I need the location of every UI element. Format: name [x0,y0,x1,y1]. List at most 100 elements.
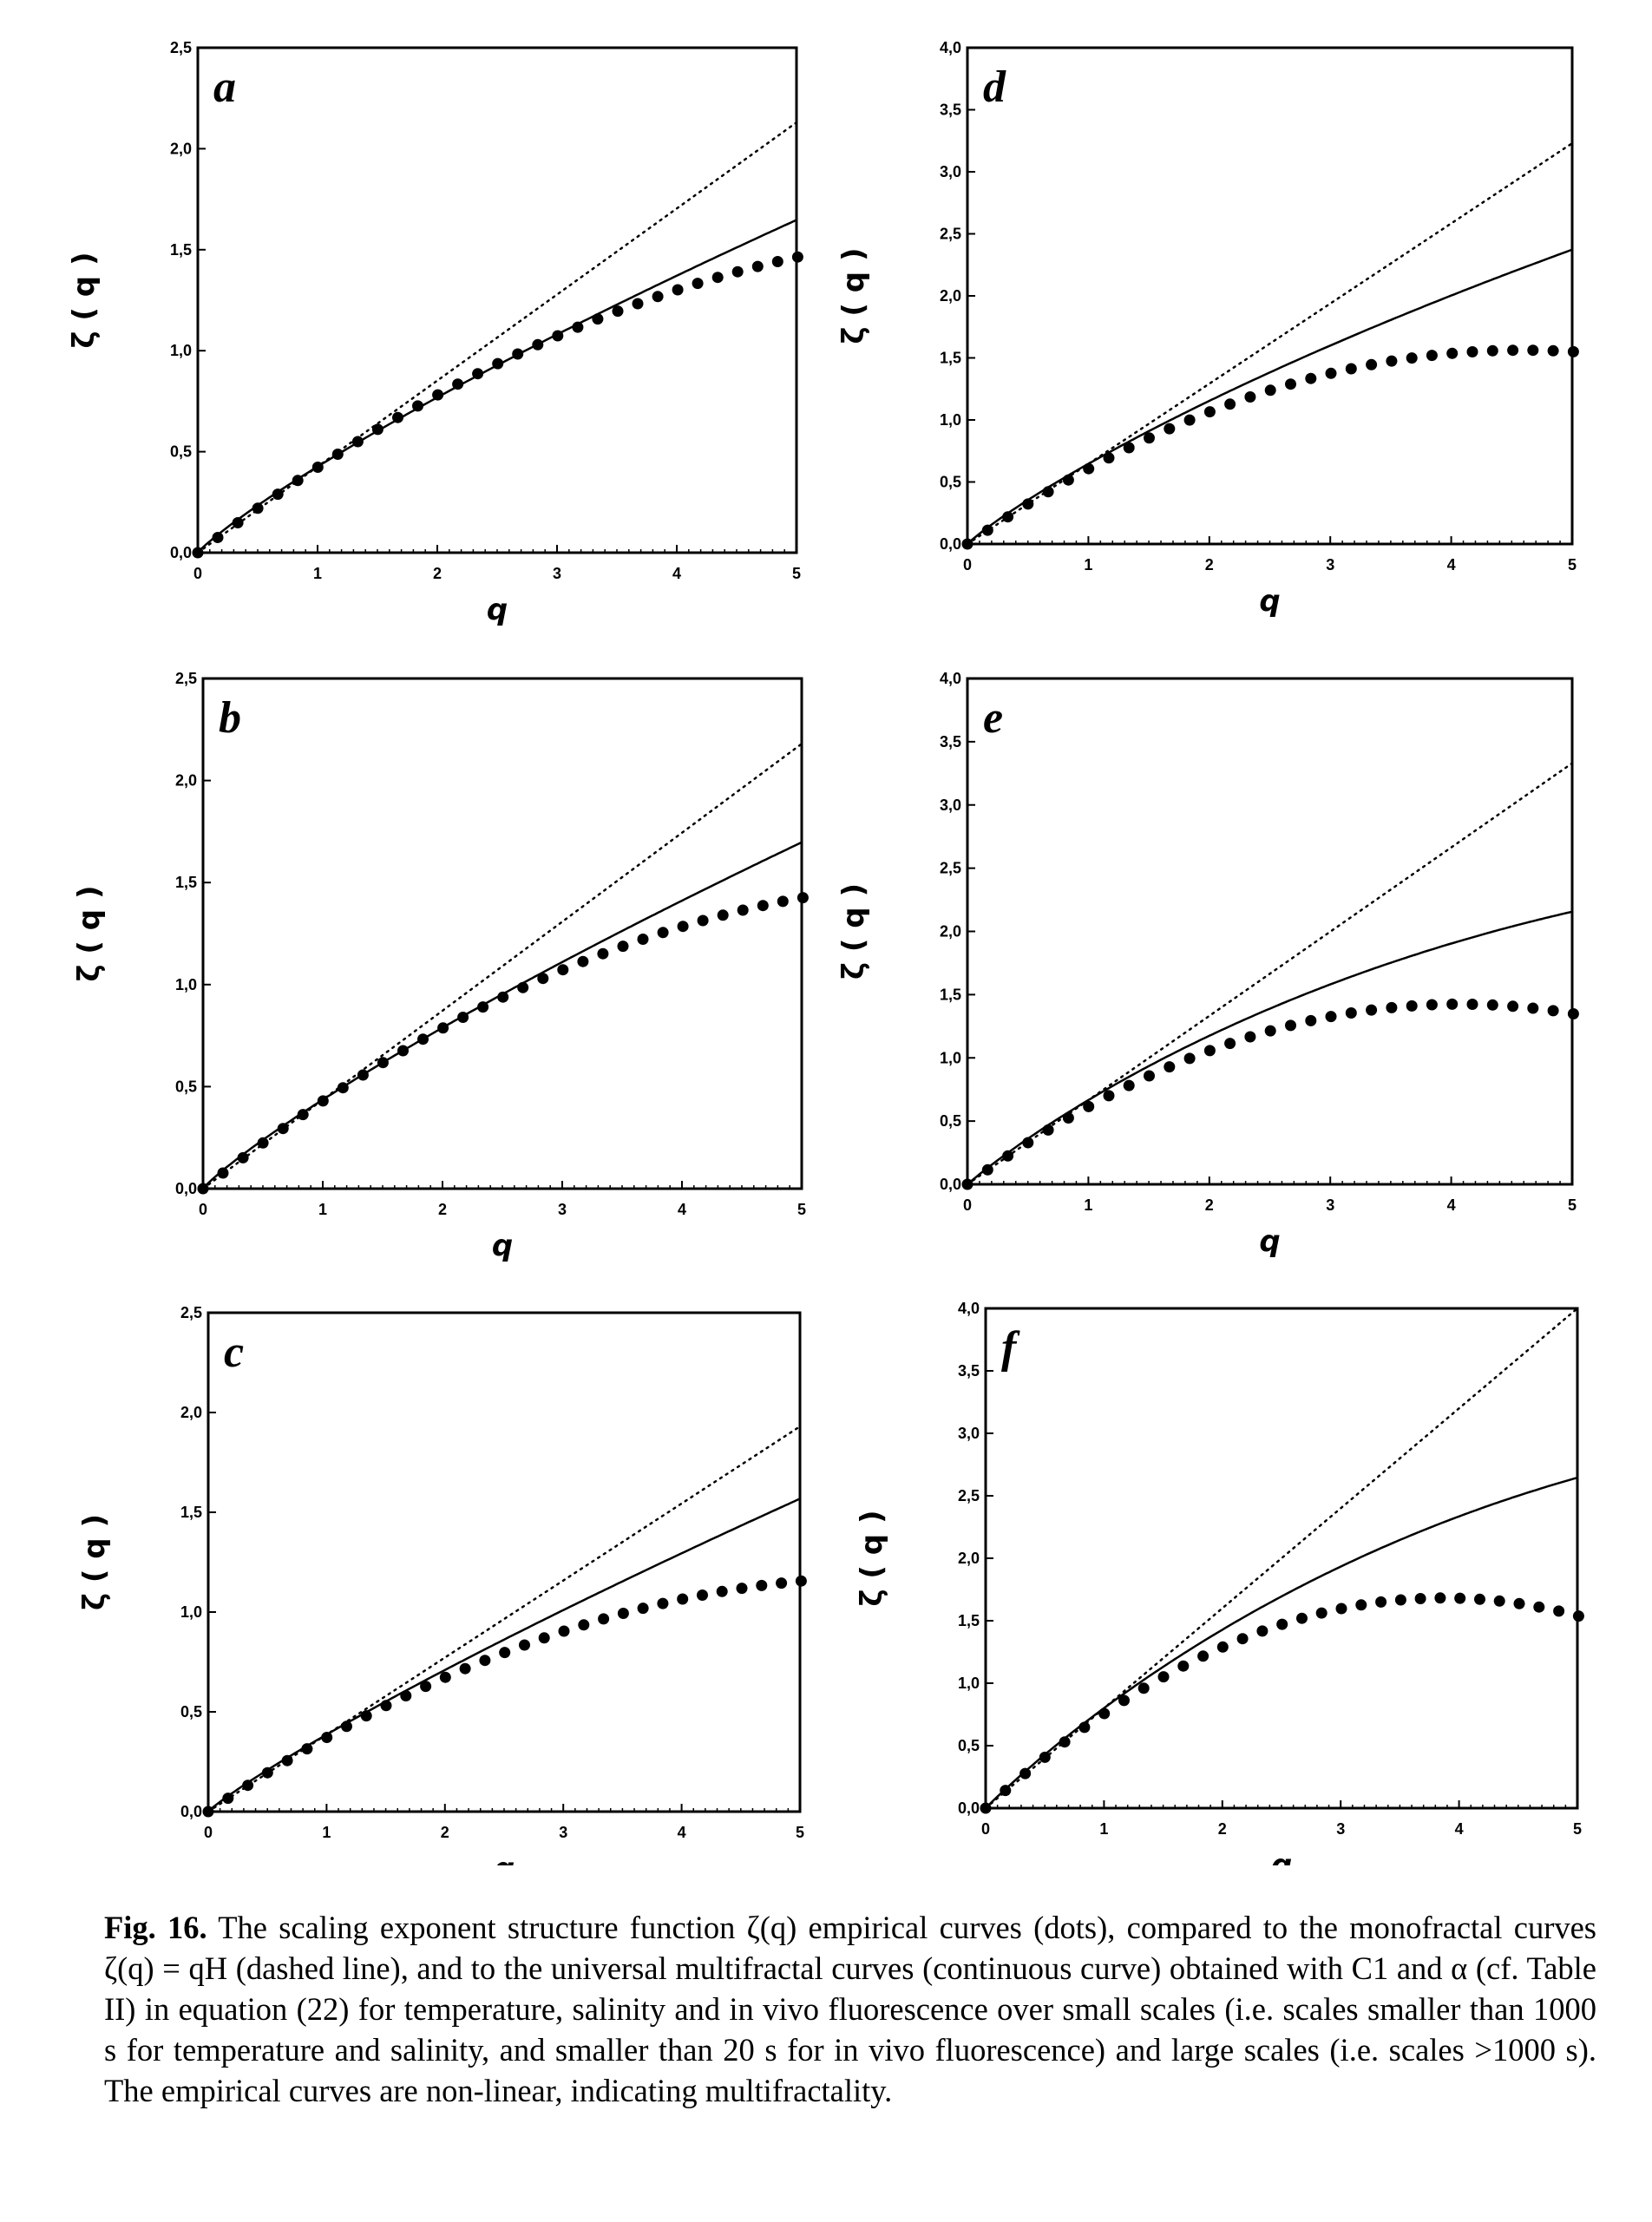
y-tick-label: 4,0 [940,670,961,687]
x-axis-label: q [1259,1224,1280,1259]
empirical-point [672,284,684,296]
y-tick-label: 1,0 [958,1675,980,1692]
multifractal-curve [967,910,1573,1185]
empirical-point [557,964,569,976]
monofractal-line [201,743,803,1190]
empirical-point [217,1167,229,1179]
caption-fig-label: Fig. 16. [104,1910,207,1945]
empirical-point [1118,1694,1130,1707]
x-axis-label: q [492,1229,513,1263]
empirical-point [261,1766,273,1779]
empirical-point [237,1151,249,1163]
x-tick-label: 5 [1568,556,1577,574]
empirical-point [457,1012,469,1023]
empirical-point [1022,498,1034,510]
x-tick-label: 4 [678,1824,686,1841]
y-tick-label: 0,5 [940,1112,961,1130]
empirical-point [1493,1595,1505,1607]
multifractal-curve [197,219,797,554]
y-tick-label: 2,0 [940,923,961,941]
x-tick-label: 1 [1084,1196,1092,1214]
empirical-point [1144,1070,1155,1082]
x-tick-label: 0 [204,1824,213,1841]
empirical-point [1355,1599,1367,1611]
x-tick-label: 4 [1455,1820,1464,1838]
y-tick-label: 0,0 [170,544,192,561]
empirical-point [1513,1597,1525,1609]
plot-frame [201,677,803,1190]
panel-label: a [213,62,236,112]
x-tick-label: 3 [553,565,561,582]
empirical-point [1103,1090,1115,1102]
empirical-point [1039,1751,1051,1763]
plot-frame [966,46,1574,546]
y-axis-label: ζ ( q ) [836,883,871,980]
empirical-point [1305,372,1317,384]
multifractal-curve [985,1476,1578,1809]
empirical-point [452,378,464,390]
y-tick-label: 0,0 [175,1180,197,1197]
y-tick-label: 2,5 [940,860,961,877]
empirical-point [1335,1603,1347,1615]
empirical-point [1406,1000,1418,1012]
y-tick-label: 3,0 [958,1425,980,1442]
empirical-point [1019,1767,1032,1780]
y-tick-label: 1,5 [180,1504,202,1521]
x-axis-label: q [487,593,508,627]
monofractal-line [966,141,1574,546]
empirical-point [392,411,403,423]
empirical-point [1098,1707,1111,1720]
x-tick-label: 4 [672,565,681,582]
x-tick-label: 1 [1099,1820,1108,1838]
y-tick-label: 0,0 [180,1803,202,1820]
empirical-point [459,1662,471,1675]
empirical-point [731,265,744,278]
empirical-point [1264,1025,1276,1037]
empirical-point [1244,391,1256,403]
empirical-point [472,368,484,380]
y-tick-label: 0,5 [175,1078,197,1095]
y-tick-label: 2,0 [940,287,961,305]
empirical-point [552,330,564,342]
empirical-point [737,904,749,916]
figure-panels: 0 1 2 3 4 50,00,51,01,52,02,5qζ ( q )a0 1 2 3 4 50… [67,39,1584,1865]
empirical-point [572,321,584,333]
empirical-point [558,1625,570,1637]
empirical-point [479,1655,491,1667]
y-tick-label: 3,0 [940,796,961,814]
y-tick-label: 1,0 [940,1049,961,1066]
y-tick-label: 0,5 [180,1703,202,1721]
empirical-point [400,1690,412,1701]
empirical-point [1325,367,1337,379]
x-tick-label: 1 [1084,556,1092,574]
empirical-point [1078,1721,1091,1734]
empirical-point [437,1022,449,1034]
empirical-point [1164,1061,1176,1073]
empirical-point [1256,1625,1268,1637]
chart-panel-a: 0 1 2 3 4 5 0,0 0,5 1,0 1,5 2,0 2,5 q ζ ( q ) a [67,39,803,627]
empirical-point [360,1710,372,1722]
empirical-point [981,1163,993,1176]
empirical-point [1285,1019,1296,1032]
plot-frame [966,677,1574,1186]
empirical-point [751,260,764,272]
empirical-point [532,338,544,351]
x-tick-label: 5 [792,565,801,582]
empirical-point [1507,344,1519,357]
monofractal-line [206,1425,802,1813]
empirical-point [692,278,704,290]
empirical-point [1062,474,1074,486]
empirical-point [617,1608,629,1619]
x-tick-label: 1 [322,1824,331,1841]
empirical-point [980,1802,992,1814]
empirical-point [1386,1001,1398,1013]
y-tick-label: 3,0 [940,163,961,180]
empirical-point [1083,462,1095,475]
y-tick-label: 0,0 [958,1799,980,1817]
x-axis-label: q [494,1852,515,1865]
panel-label: f [1001,1323,1020,1373]
multifractal-curve [967,248,1573,545]
empirical-point [1103,452,1115,464]
empirical-point [1553,1605,1565,1617]
y-tick-label: 0,0 [940,1176,961,1193]
